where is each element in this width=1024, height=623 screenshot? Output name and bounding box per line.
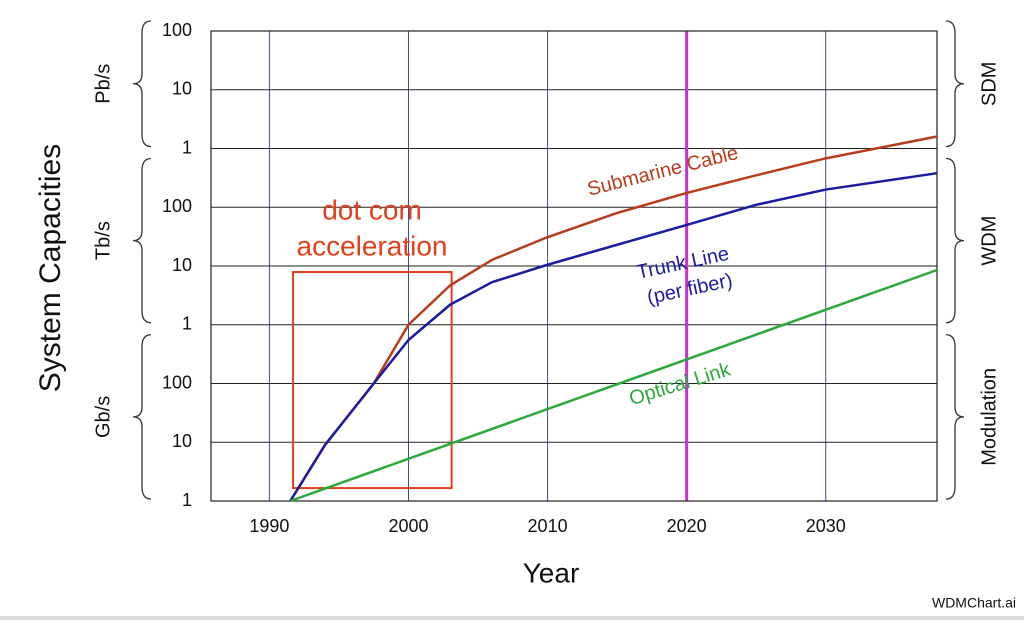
y-tick-label: 1	[182, 490, 192, 510]
annotation-box	[292, 271, 453, 490]
annotation-text: acceleration	[297, 230, 448, 261]
y-tick-label: 100	[162, 20, 192, 40]
y-tick-label: 100	[162, 372, 192, 392]
right-brace	[945, 20, 965, 148]
watermark: WDMChart.ai	[932, 595, 1016, 611]
x-tick-label: 2000	[388, 516, 428, 536]
left-brace	[132, 157, 152, 324]
y-tick-label: 10	[172, 255, 192, 275]
x-tick-label: 2010	[528, 516, 568, 536]
annotation-text: dot com	[322, 194, 422, 225]
x-tick-label: 1990	[249, 516, 289, 536]
y-axis-label: System Capacities	[34, 144, 67, 392]
right-brace	[945, 334, 965, 500]
technology-label: WDM	[978, 216, 1000, 266]
series-line	[289, 171, 938, 502]
y-tick-label: 10	[172, 79, 192, 99]
unit-label: Tb/s	[92, 221, 114, 260]
left-brace	[132, 334, 152, 500]
series-line	[289, 268, 938, 503]
y-tick-label: 1	[182, 314, 192, 334]
technology-label: Modulation	[978, 368, 1000, 466]
y-tick-label: 100	[162, 196, 192, 216]
right-brace	[945, 157, 965, 324]
y-tick-label: 1	[182, 137, 192, 157]
y-tick-label: 10	[172, 431, 192, 451]
left-brace	[132, 20, 152, 148]
x-tick-label: 2020	[667, 516, 707, 536]
plot-frame	[210, 30, 938, 502]
unit-label: Pb/s	[92, 64, 114, 104]
x-tick-label: 2030	[806, 516, 846, 536]
unit-label: Gb/s	[92, 396, 114, 438]
x-axis-label: Year	[523, 557, 580, 588]
technology-label: SDM	[978, 62, 1000, 106]
